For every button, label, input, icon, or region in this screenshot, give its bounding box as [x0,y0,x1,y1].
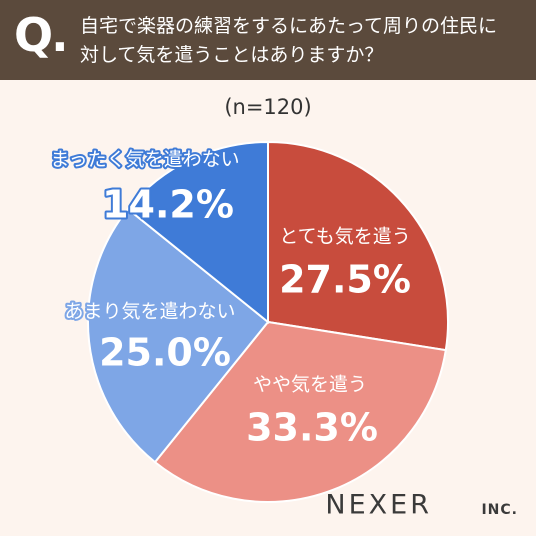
pie-slice [126,140,269,325]
pie-slice [153,320,447,503]
subtitle: (n=120) [224,95,311,119]
slice-label: とても気を遣う [279,226,410,248]
pie [87,140,449,503]
q-label: Q. [14,8,69,62]
chart-title: 自宅で楽器の練習をするにあたって周りの住民に対して気を遣うことはありますか？ [80,15,498,66]
pie-slice [267,140,449,352]
slice-label: やや気を遣う [253,374,367,396]
brand-suffix: INC. [481,502,518,518]
value-label: 14.2% [102,183,234,227]
value-label: 27.5% [279,258,411,302]
slice-label: あまり気を遣わない [64,301,235,323]
value-label: 33.3% [246,406,378,450]
value-label: 25.0% [99,331,231,375]
header: Q. 自宅で楽器の練習をするにあたって周りの住民に対して気を遣うことはありますか… [0,0,536,80]
pie-slice [87,207,270,464]
slice-label: まったく気を遣わない [50,149,239,171]
brand: NEXER [325,490,432,521]
